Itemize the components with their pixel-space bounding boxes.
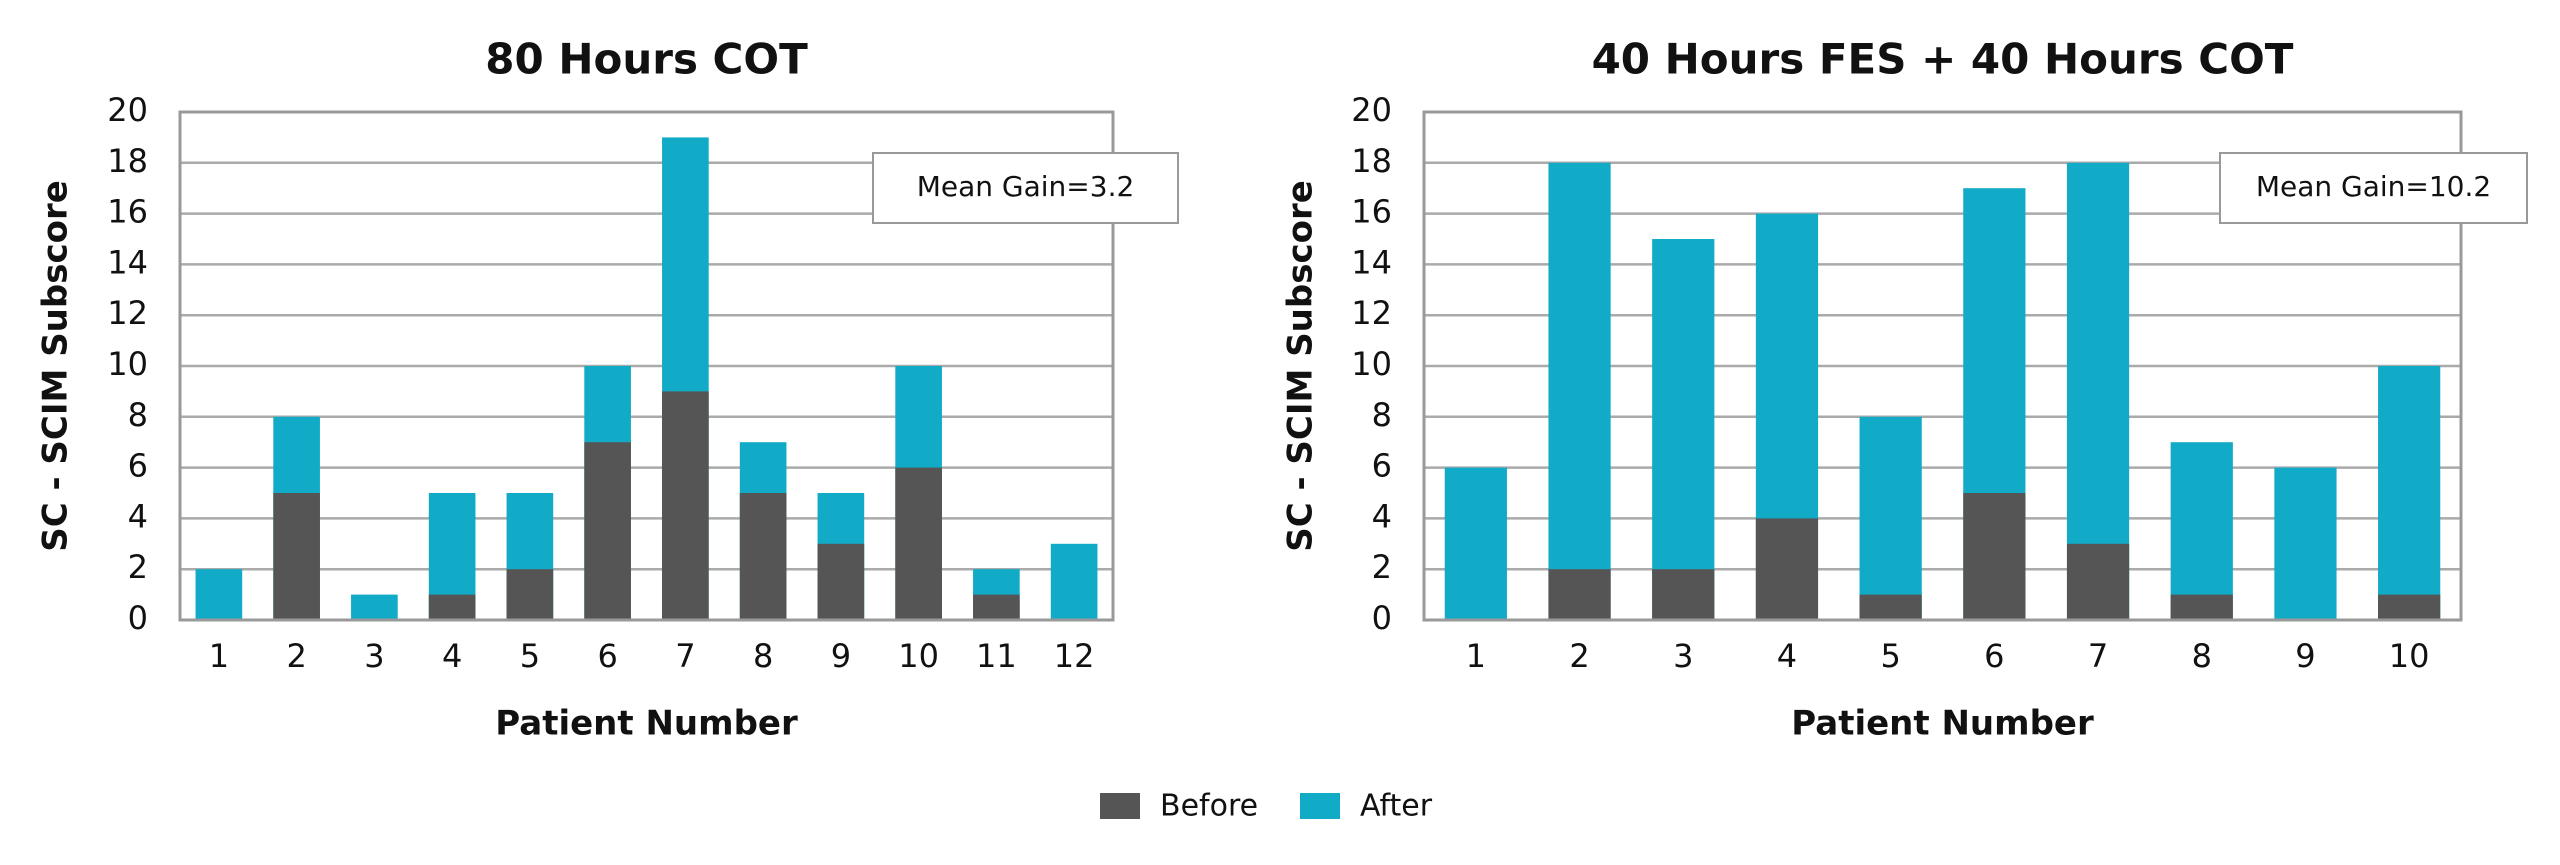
- y-tick-label: 16: [1351, 193, 1392, 231]
- y-tick-label: 10: [1351, 345, 1392, 383]
- x-tick-label: 1: [1466, 637, 1486, 675]
- y-tick-label: 8: [1372, 396, 1392, 434]
- x-tick-label: 12: [1054, 637, 1095, 675]
- y-tick-label: 20: [107, 91, 148, 129]
- x-tick-label: 2: [1569, 637, 1589, 675]
- bar: [584, 442, 631, 620]
- y-tick-label: 14: [1351, 243, 1392, 281]
- bar: [1652, 569, 1715, 620]
- x-tick-label: 9: [2295, 637, 2315, 675]
- bar: [2170, 442, 2233, 620]
- bar: [895, 467, 942, 620]
- plot-frame: [1422, 110, 2463, 622]
- x-tick-label: 4: [442, 637, 462, 675]
- bar: [2378, 594, 2441, 620]
- y-tick-label: 20: [1351, 91, 1392, 129]
- x-tick-label: 7: [675, 637, 695, 675]
- y-tick-label: 12: [1351, 294, 1392, 332]
- bar: [2378, 366, 2441, 620]
- legend-swatch: [1100, 793, 1140, 819]
- annotation: Mean Gain=10.2: [2256, 170, 2491, 203]
- bar: [1050, 543, 1098, 620]
- x-tick-label: 3: [364, 637, 384, 675]
- bar: [2170, 594, 2233, 620]
- bar: [273, 493, 320, 620]
- bar: [1755, 518, 1819, 620]
- x-tick-label: 6: [597, 637, 617, 675]
- y-tick-label: 4: [128, 497, 148, 535]
- y-axis-label: SC - SCIM Subscore: [36, 180, 76, 552]
- y-tick-label: 18: [1351, 142, 1392, 180]
- y-tick-label: 0: [1372, 599, 1392, 637]
- y-tick-label: 8: [128, 396, 148, 434]
- bar: [973, 594, 1020, 620]
- y-tick-label: 6: [1372, 447, 1392, 485]
- x-tick-label: 4: [1777, 637, 1797, 675]
- x-tick-label: 11: [976, 637, 1017, 675]
- x-tick-label: 2: [286, 637, 306, 675]
- x-tick-label: 9: [831, 637, 851, 675]
- x-tick-label: 7: [2088, 637, 2108, 675]
- y-tick-label: 2: [1372, 548, 1392, 586]
- y-tick-label: 2: [128, 548, 148, 586]
- x-tick-label: 1: [209, 637, 229, 675]
- bar: [662, 391, 709, 620]
- y-axis-label: SC - SCIM Subscore: [1281, 180, 1321, 552]
- chart-title: 40 Hours FES + 40 Hours COT: [1592, 35, 2294, 84]
- bar: [1859, 594, 1922, 620]
- bar: [1444, 467, 1507, 620]
- x-axis-label: Patient Number: [1791, 704, 2094, 744]
- bar: [817, 543, 865, 620]
- legend-label: After: [1360, 789, 1433, 824]
- bar: [1963, 493, 2026, 620]
- bar: [351, 594, 398, 620]
- y-tick-label: 10: [107, 345, 148, 383]
- annotation-box: [2219, 152, 2528, 224]
- annotation: Mean Gain=3.2: [917, 170, 1135, 203]
- bar: [1548, 569, 1611, 620]
- y-tick-label: 0: [128, 599, 148, 637]
- plot-frame: [178, 110, 1115, 622]
- x-tick-label: 10: [2389, 637, 2430, 675]
- x-tick-label: 8: [2192, 637, 2212, 675]
- y-tick-label: 12: [107, 294, 148, 332]
- bar: [1652, 239, 1715, 620]
- chart-title: 80 Hours COT: [485, 35, 808, 84]
- y-tick-label: 14: [107, 243, 148, 281]
- bar: [739, 493, 787, 620]
- annotation-box: [872, 152, 1179, 224]
- bar: [1859, 416, 1922, 620]
- y-tick-label: 18: [107, 142, 148, 180]
- legend-swatch: [1300, 793, 1340, 819]
- legend-label: Before: [1160, 789, 1258, 824]
- bar: [2274, 467, 2337, 620]
- y-tick-label: 4: [1372, 497, 1392, 535]
- x-tick-label: 3: [1673, 637, 1693, 675]
- x-tick-label: 10: [898, 637, 939, 675]
- y-tick-label: 6: [128, 447, 148, 485]
- x-axis-label: Patient Number: [495, 704, 798, 744]
- bar: [2066, 543, 2130, 620]
- y-tick-label: 16: [107, 193, 148, 231]
- bar: [1548, 162, 1611, 621]
- bar: [195, 569, 243, 620]
- bar: [506, 569, 554, 620]
- x-tick-label: 8: [753, 637, 773, 675]
- x-tick-label: 6: [1984, 637, 2004, 675]
- x-tick-label: 5: [520, 637, 540, 675]
- x-tick-label: 5: [1880, 637, 1900, 675]
- bar: [428, 594, 476, 620]
